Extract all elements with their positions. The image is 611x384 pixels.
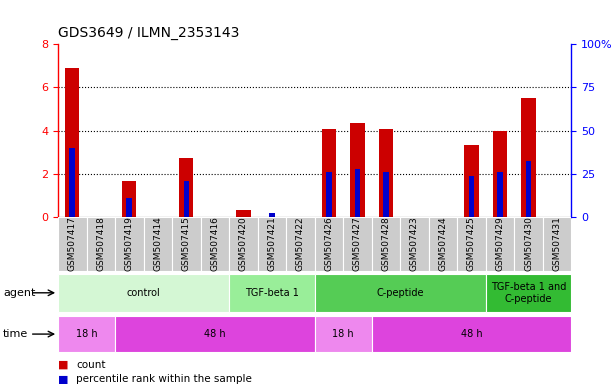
Text: GSM507421: GSM507421: [268, 217, 276, 271]
Text: time: time: [3, 329, 28, 339]
Text: C-peptide: C-peptide: [376, 288, 424, 298]
Text: ■: ■: [58, 374, 68, 384]
Text: GSM507414: GSM507414: [153, 217, 163, 271]
Text: percentile rank within the sample: percentile rank within the sample: [76, 374, 252, 384]
Bar: [371, 316, 571, 352]
Bar: [383, 172, 389, 217]
Bar: [457, 217, 486, 271]
Bar: [58, 316, 115, 352]
Bar: [200, 217, 229, 271]
Bar: [115, 217, 144, 271]
Bar: [497, 172, 503, 217]
Bar: [379, 129, 393, 217]
Text: GSM507430: GSM507430: [524, 217, 533, 271]
Text: GSM507428: GSM507428: [381, 217, 390, 271]
Bar: [172, 217, 200, 271]
Bar: [258, 217, 286, 271]
Bar: [183, 181, 189, 217]
Text: GSM507422: GSM507422: [296, 217, 305, 271]
Bar: [521, 98, 536, 217]
Bar: [144, 217, 172, 271]
Bar: [315, 316, 371, 352]
Bar: [115, 316, 315, 352]
Bar: [126, 197, 132, 217]
Text: GSM507429: GSM507429: [496, 217, 505, 271]
Text: GSM507416: GSM507416: [210, 217, 219, 271]
Text: GDS3649 / ILMN_2353143: GDS3649 / ILMN_2353143: [58, 26, 240, 40]
Text: TGF-beta 1 and
C-peptide: TGF-beta 1 and C-peptide: [491, 282, 566, 304]
Bar: [87, 217, 115, 271]
Bar: [70, 148, 75, 217]
Bar: [493, 131, 507, 217]
Bar: [122, 181, 136, 217]
Text: count: count: [76, 360, 106, 370]
Text: GSM507418: GSM507418: [97, 217, 105, 271]
Text: GSM507424: GSM507424: [439, 217, 447, 271]
Bar: [400, 217, 429, 271]
Bar: [322, 129, 336, 217]
Text: GSM507420: GSM507420: [239, 217, 248, 271]
Text: TGF-beta 1: TGF-beta 1: [245, 288, 299, 298]
Text: GSM507417: GSM507417: [68, 217, 77, 271]
Bar: [58, 274, 229, 312]
Bar: [315, 274, 486, 312]
Bar: [343, 217, 371, 271]
Text: 48 h: 48 h: [204, 329, 225, 339]
Bar: [286, 217, 315, 271]
Bar: [315, 217, 343, 271]
Text: GSM507419: GSM507419: [125, 217, 134, 271]
Bar: [469, 176, 474, 217]
Bar: [464, 145, 478, 217]
Text: GSM507427: GSM507427: [353, 217, 362, 271]
Bar: [350, 123, 365, 217]
Text: agent: agent: [3, 288, 35, 298]
Bar: [525, 161, 532, 217]
Text: GSM507431: GSM507431: [552, 217, 562, 271]
Text: 48 h: 48 h: [461, 329, 482, 339]
Bar: [236, 210, 251, 217]
Bar: [514, 217, 543, 271]
Bar: [65, 68, 79, 217]
Text: GSM507426: GSM507426: [324, 217, 334, 271]
Text: GSM507423: GSM507423: [410, 217, 419, 271]
Bar: [543, 217, 571, 271]
Bar: [486, 274, 571, 312]
Bar: [429, 217, 457, 271]
Bar: [179, 157, 194, 217]
Bar: [354, 169, 360, 217]
Text: GSM507415: GSM507415: [182, 217, 191, 271]
Text: ■: ■: [58, 360, 68, 370]
Bar: [371, 217, 400, 271]
Text: GSM507425: GSM507425: [467, 217, 476, 271]
Bar: [486, 217, 514, 271]
Bar: [326, 172, 332, 217]
Text: 18 h: 18 h: [332, 329, 354, 339]
Bar: [269, 213, 275, 217]
Bar: [229, 217, 258, 271]
Text: control: control: [126, 288, 161, 298]
Bar: [229, 274, 315, 312]
Text: 18 h: 18 h: [76, 329, 97, 339]
Bar: [58, 217, 87, 271]
